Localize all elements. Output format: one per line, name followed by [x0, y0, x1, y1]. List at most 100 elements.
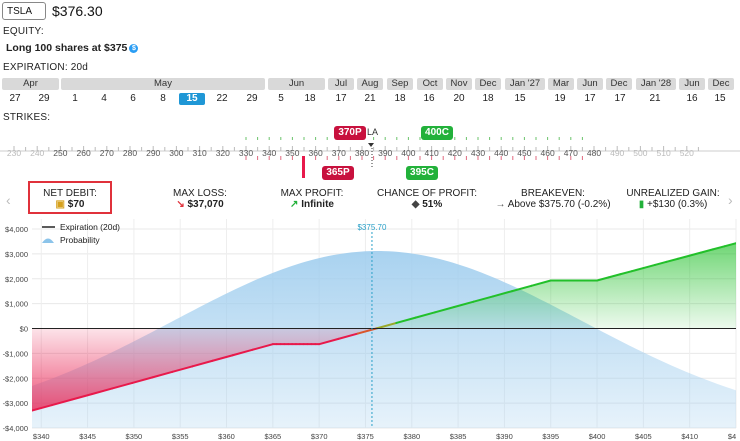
payoff-line-segment: [251, 343, 274, 351]
strike-value[interactable]: 300: [169, 148, 184, 158]
expiration-day[interactable]: 29: [246, 93, 258, 104]
chevron-right-icon[interactable]: ›: [728, 192, 733, 208]
expiration-day[interactable]: 21: [364, 93, 376, 104]
equity-position[interactable]: Long 100 shares at $375 $: [6, 42, 139, 54]
strike-value[interactable]: 390: [378, 148, 393, 158]
strike-value[interactable]: 400: [401, 148, 416, 158]
ticker-input[interactable]: TSLA: [2, 2, 46, 20]
month-jan27[interactable]: Jan '27: [505, 78, 545, 90]
x-tick-label: $365: [264, 432, 281, 441]
month-mar[interactable]: Mar: [548, 78, 574, 90]
month-jul[interactable]: Jul: [328, 78, 354, 90]
payoff-line-segment: [231, 348, 254, 357]
expiration-day[interactable]: 19: [554, 93, 566, 104]
strike-value[interactable]: 380: [354, 148, 370, 158]
payoff-line-segment: [111, 381, 134, 390]
profit-area: [376, 243, 736, 329]
expiration-day[interactable]: 15: [179, 93, 205, 105]
expiration-day[interactable]: 29: [38, 93, 50, 104]
payoff-line-segment: [711, 245, 726, 251]
month-oct[interactable]: Oct: [417, 78, 443, 90]
month-dec[interactable]: Dec: [475, 78, 501, 90]
expiration-day[interactable]: 4: [101, 93, 107, 104]
month-jun27[interactable]: Jun: [577, 78, 603, 90]
payoff-line-segment: [642, 263, 656, 270]
expiration-day[interactable]: 17: [584, 93, 596, 104]
strike-value[interactable]: 520: [679, 148, 694, 158]
strike-value[interactable]: 340: [262, 148, 277, 158]
expiration-day[interactable]: 15: [714, 93, 726, 104]
expiration-day[interactable]: 22: [216, 93, 228, 104]
expiration-day[interactable]: 27: [9, 93, 21, 104]
expiration-day[interactable]: 18: [394, 93, 406, 104]
month-aug[interactable]: Aug: [357, 78, 383, 90]
payoff-line-segment: [51, 398, 74, 407]
payoff-line-segment: [433, 306, 456, 314]
strike-value[interactable]: 350: [285, 148, 300, 158]
money-icon: ▮: [638, 199, 645, 210]
strike-value[interactable]: 370: [331, 148, 346, 158]
badge-400c[interactable]: 400C: [421, 126, 453, 140]
month-jun28[interactable]: Jun: [679, 78, 705, 90]
strike-value[interactable]: 450: [517, 148, 532, 158]
x-tick-label: $405: [635, 432, 652, 441]
strike-value[interactable]: 330: [238, 148, 254, 158]
strike-value[interactable]: 310: [192, 148, 207, 158]
expiration-day[interactable]: 18: [304, 93, 316, 104]
strike-value[interactable]: 230: [6, 148, 22, 158]
expiration-day[interactable]: 21: [649, 93, 661, 104]
month-dec27[interactable]: Dec: [606, 78, 632, 90]
payoff-line-segment: [337, 332, 359, 340]
strikes-ladder[interactable]: [0, 124, 740, 182]
strike-value[interactable]: 240: [30, 148, 45, 158]
payoff-line-segment: [71, 392, 94, 401]
badge-365p[interactable]: 365P: [322, 166, 354, 180]
month-sep[interactable]: Sep: [387, 78, 413, 90]
expiration-day[interactable]: 1: [72, 93, 78, 104]
strike-value[interactable]: 320: [215, 148, 230, 158]
expiration-day[interactable]: 18: [482, 93, 494, 104]
strike-value[interactable]: 280: [122, 148, 138, 158]
month-dec28[interactable]: Dec: [708, 78, 734, 90]
strike-value[interactable]: 460: [540, 148, 555, 158]
strike-value[interactable]: 360: [308, 148, 323, 158]
expiration-day[interactable]: 16: [686, 93, 698, 104]
expiration-day[interactable]: 6: [130, 93, 136, 104]
strike-value[interactable]: 440: [494, 148, 509, 158]
badge-395c[interactable]: 395C: [406, 166, 438, 180]
strike-value[interactable]: 260: [76, 148, 91, 158]
expiration-day[interactable]: 20: [453, 93, 465, 104]
expiration-day[interactable]: 15: [514, 93, 526, 104]
y-tick-label: -$2,000: [3, 374, 28, 383]
month-jan28[interactable]: Jan '28: [636, 78, 676, 90]
expiration-day[interactable]: 8: [160, 93, 166, 104]
expiration-day[interactable]: 17: [335, 93, 347, 104]
strike-value[interactable]: 290: [146, 148, 161, 158]
y-tick-label: -$3,000: [3, 399, 28, 408]
strike-value[interactable]: 500: [633, 148, 648, 158]
strike-value[interactable]: 270: [99, 148, 114, 158]
expiration-day[interactable]: 16: [423, 93, 435, 104]
info-icon[interactable]: $: [129, 44, 139, 53]
strike-value[interactable]: 430: [470, 148, 486, 158]
strike-value[interactable]: 480: [586, 148, 602, 158]
month-may[interactable]: May: [61, 78, 265, 90]
stat-max-loss-value: ↘ $37,070: [176, 199, 224, 210]
month-apr[interactable]: Apr: [2, 78, 59, 90]
strike-value[interactable]: 490: [610, 148, 625, 158]
probability-area: [32, 251, 736, 428]
strike-value[interactable]: 420: [447, 148, 462, 158]
wallet-icon: ▣: [55, 199, 65, 210]
stat-chance-value: ◆ 51%: [411, 199, 443, 210]
badge-370p[interactable]: 370P: [334, 126, 366, 140]
strike-value[interactable]: 510: [656, 148, 671, 158]
expiration-day[interactable]: 5: [278, 93, 284, 104]
month-nov[interactable]: Nov: [446, 78, 472, 90]
month-jun[interactable]: Jun: [268, 78, 325, 90]
pnl-chart[interactable]: $375.70 $4,000 $3,000 $2,000 $1,000 $0 -$1,00…: [0, 216, 740, 441]
strike-value[interactable]: 250: [53, 148, 68, 158]
chevron-left-icon[interactable]: ‹: [6, 192, 11, 208]
strike-value[interactable]: 470: [563, 148, 578, 158]
strike-value[interactable]: 410: [424, 148, 439, 158]
expiration-day[interactable]: 17: [614, 93, 626, 104]
